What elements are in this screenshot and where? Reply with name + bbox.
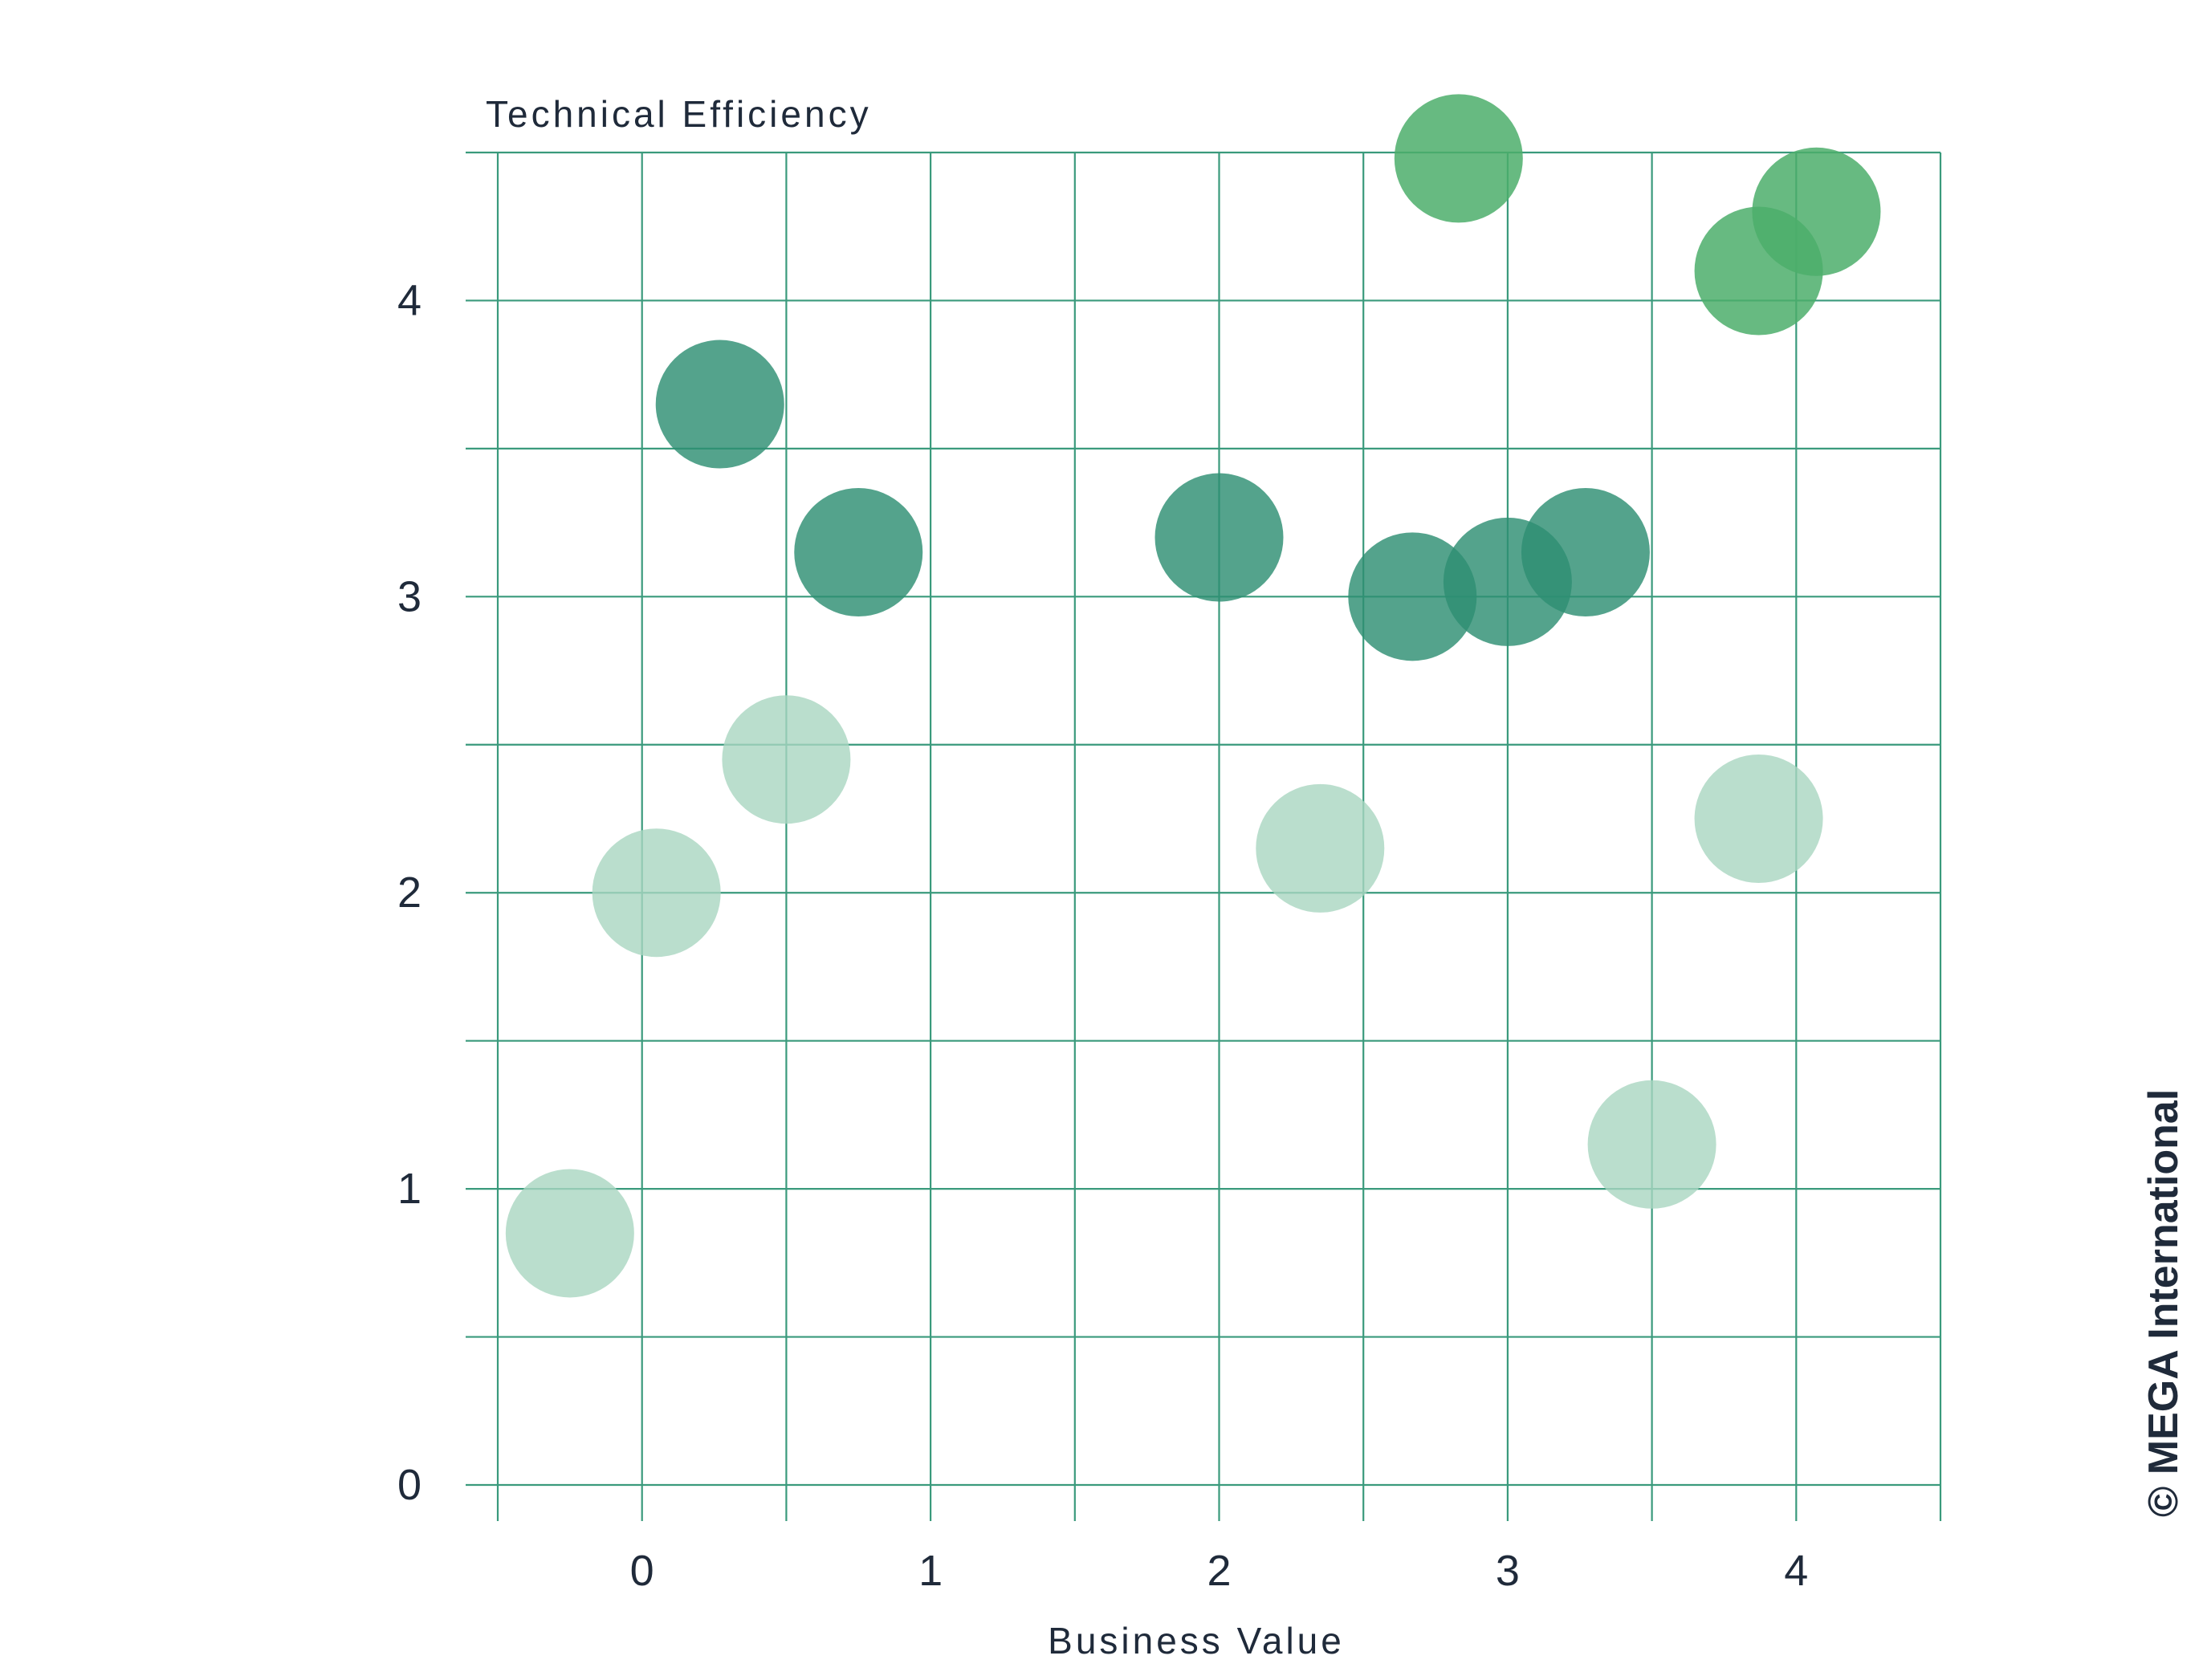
- x-tick-label: 2: [1207, 1547, 1231, 1595]
- bubble-light: [1587, 1080, 1716, 1209]
- y-tick-label: 2: [397, 868, 421, 917]
- bubble-dark: [655, 340, 784, 469]
- y-tick-label: 0: [397, 1461, 421, 1509]
- y-tick-label: 3: [397, 572, 421, 620]
- bubble-light: [1694, 755, 1823, 883]
- bubble-bright: [1752, 147, 1881, 276]
- bubble-light: [592, 828, 721, 958]
- bubble-dark: [1521, 488, 1650, 616]
- bubble-light: [1256, 783, 1385, 913]
- bubble-bright: [1394, 94, 1523, 223]
- y-tick-label: 4: [397, 276, 421, 324]
- y-axis-label: Technical Efficiency: [486, 93, 872, 135]
- bubble-dark: [1348, 532, 1477, 661]
- chart-tick-labels: 0 1 2 3 4 0 1 2 3 4: [397, 276, 1808, 1595]
- x-tick-label: 4: [1784, 1547, 1808, 1595]
- x-tick-label: 0: [630, 1547, 654, 1595]
- y-tick-label: 1: [397, 1165, 421, 1213]
- chart-bubbles: [505, 94, 1881, 1298]
- bubble-dark: [794, 488, 923, 616]
- bubble-light: [722, 695, 851, 824]
- x-tick-label: 1: [918, 1547, 943, 1595]
- x-tick-label: 3: [1496, 1547, 1520, 1595]
- copyright-text: © MEGA International: [2140, 1088, 2187, 1517]
- bubble-light: [505, 1169, 634, 1298]
- bubble-dark: [1154, 473, 1284, 602]
- x-axis-label: Business Value: [1048, 1620, 1345, 1662]
